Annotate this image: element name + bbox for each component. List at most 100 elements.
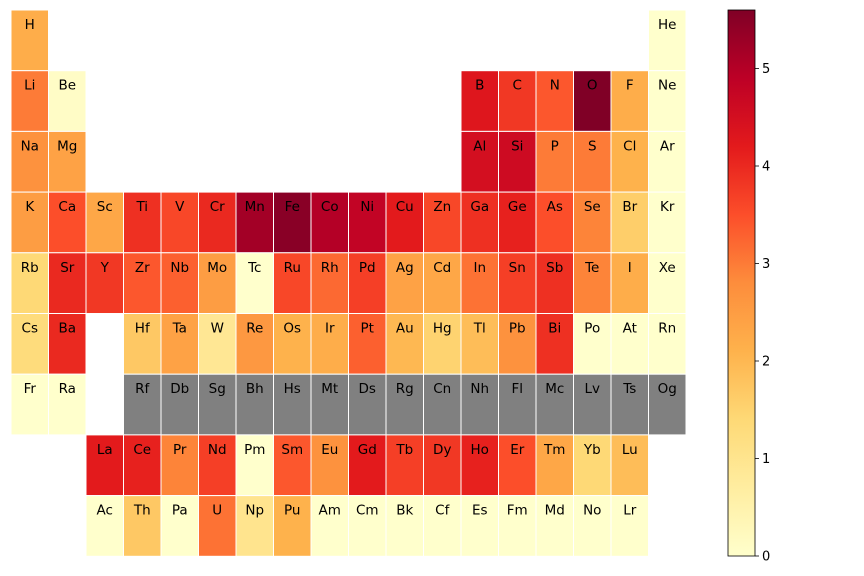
element-cell-gd: Gd: [348, 434, 387, 497]
cell-fill: [423, 252, 462, 315]
element-symbol: Ge: [508, 199, 527, 215]
element-cell-c: C: [498, 70, 537, 132]
element-cell-f: F: [610, 70, 649, 132]
element-symbol: Cs: [22, 321, 38, 337]
element-symbol: Nd: [208, 442, 227, 458]
cell-fill: [10, 191, 49, 254]
cell-fill: [460, 434, 499, 497]
element-symbol: He: [658, 17, 676, 33]
cell-fill: [310, 373, 349, 436]
element-symbol: F: [626, 78, 634, 94]
element-symbol: S: [588, 138, 597, 154]
colorbar-tick-label: 0: [762, 550, 770, 565]
element-cell-fm: Fm: [498, 495, 537, 557]
cell-fill: [348, 313, 387, 375]
element-symbol: Md: [545, 503, 565, 519]
element-symbol: Lu: [622, 442, 638, 458]
element-symbol: Br: [622, 199, 637, 215]
element-symbol: Re: [246, 321, 263, 337]
element-symbol: Es: [472, 503, 488, 519]
element-cell-cu: Cu: [385, 191, 424, 254]
element-symbol: Db: [170, 381, 189, 397]
element-cell-ag: Ag: [385, 252, 424, 315]
cell-fill: [385, 373, 424, 436]
cell-fill: [235, 373, 274, 436]
cell-fill: [648, 373, 687, 436]
cell-fill: [85, 495, 124, 557]
element-cell-es: Es: [460, 495, 499, 557]
element-cell-co: Co: [310, 191, 349, 254]
element-cell-si: Si: [498, 130, 537, 193]
element-cell-sn: Sn: [498, 252, 537, 315]
element-symbol: Tb: [395, 442, 413, 458]
element-symbol: Ag: [396, 260, 414, 276]
element-cell-pa: Pa: [160, 495, 199, 557]
element-symbol: Fr: [24, 381, 37, 397]
element-symbol: Ru: [284, 260, 301, 276]
cell-fill: [573, 252, 612, 315]
element-cell-in: In: [460, 252, 499, 315]
element-symbol: Tl: [473, 321, 486, 337]
element-symbol: Fm: [507, 503, 528, 519]
element-symbol: H: [25, 17, 35, 33]
element-symbol: Ds: [359, 381, 376, 397]
element-symbol: Hf: [135, 321, 151, 337]
element-symbol: V: [175, 199, 185, 215]
element-symbol: Li: [24, 78, 35, 94]
colorbar-ticks: 0 1 2 3 4 5: [755, 62, 770, 565]
element-cell-tm: Tm: [535, 434, 574, 497]
element-symbol: Mn: [245, 199, 265, 215]
element-cell-pt: Pt: [348, 313, 387, 375]
element-symbol: Po: [584, 321, 600, 337]
cell-fill: [423, 495, 462, 557]
element-symbol: No: [583, 503, 601, 519]
element-cell-ds: Ds: [348, 373, 387, 436]
element-cell-v: V: [160, 191, 199, 254]
element-cell-te: Te: [573, 252, 612, 315]
element-symbol: Eu: [321, 442, 338, 458]
element-cell-sc: Sc: [85, 191, 124, 254]
element-symbol: Og: [658, 381, 677, 397]
element-cell-ti: Ti: [123, 191, 162, 254]
element-symbol: Te: [584, 260, 599, 276]
element-cell-ra: Ra: [48, 373, 87, 436]
colorbar-tick-label: 2: [762, 355, 770, 370]
cell-fill: [460, 191, 499, 254]
element-cell-nb: Nb: [160, 252, 199, 315]
element-cell-ga: Ga: [460, 191, 499, 254]
cell-fill: [610, 191, 649, 254]
element-symbol: Lr: [623, 503, 637, 519]
element-symbol: W: [211, 321, 224, 337]
cell-fill: [48, 70, 87, 132]
element-symbol: Zn: [433, 199, 451, 215]
cell-fill: [310, 434, 349, 497]
cell-fill: [648, 313, 687, 375]
cell-fill: [348, 495, 387, 557]
cell-fill: [460, 495, 499, 557]
element-cell-rg: Rg: [385, 373, 424, 436]
element-symbol: Rg: [396, 381, 414, 397]
element-symbol: Bi: [548, 321, 561, 337]
element-cell-k: K: [10, 191, 49, 254]
element-cell-cs: Cs: [10, 313, 49, 375]
element-symbol: Dy: [433, 442, 451, 458]
element-cell-hs: Hs: [273, 373, 312, 436]
element-cell-fr: Fr: [10, 373, 49, 436]
element-symbol: Mo: [207, 260, 227, 276]
cell-fill: [498, 434, 537, 497]
cell-fill: [48, 191, 87, 254]
element-symbol: Ta: [172, 321, 187, 337]
element-cell-cn: Cn: [423, 373, 462, 436]
element-symbol: I: [628, 260, 632, 276]
element-cell-sg: Sg: [198, 373, 237, 436]
element-symbol: Ti: [135, 199, 148, 215]
element-symbol: Sg: [209, 381, 226, 397]
cell-fill: [460, 130, 499, 193]
element-cell-pr: Pr: [160, 434, 199, 497]
element-symbol: Se: [584, 199, 601, 215]
element-cell-lv: Lv: [573, 373, 612, 436]
cell-fill: [348, 434, 387, 497]
element-cell-pu: Pu: [273, 495, 312, 557]
cell-fill: [198, 313, 237, 375]
